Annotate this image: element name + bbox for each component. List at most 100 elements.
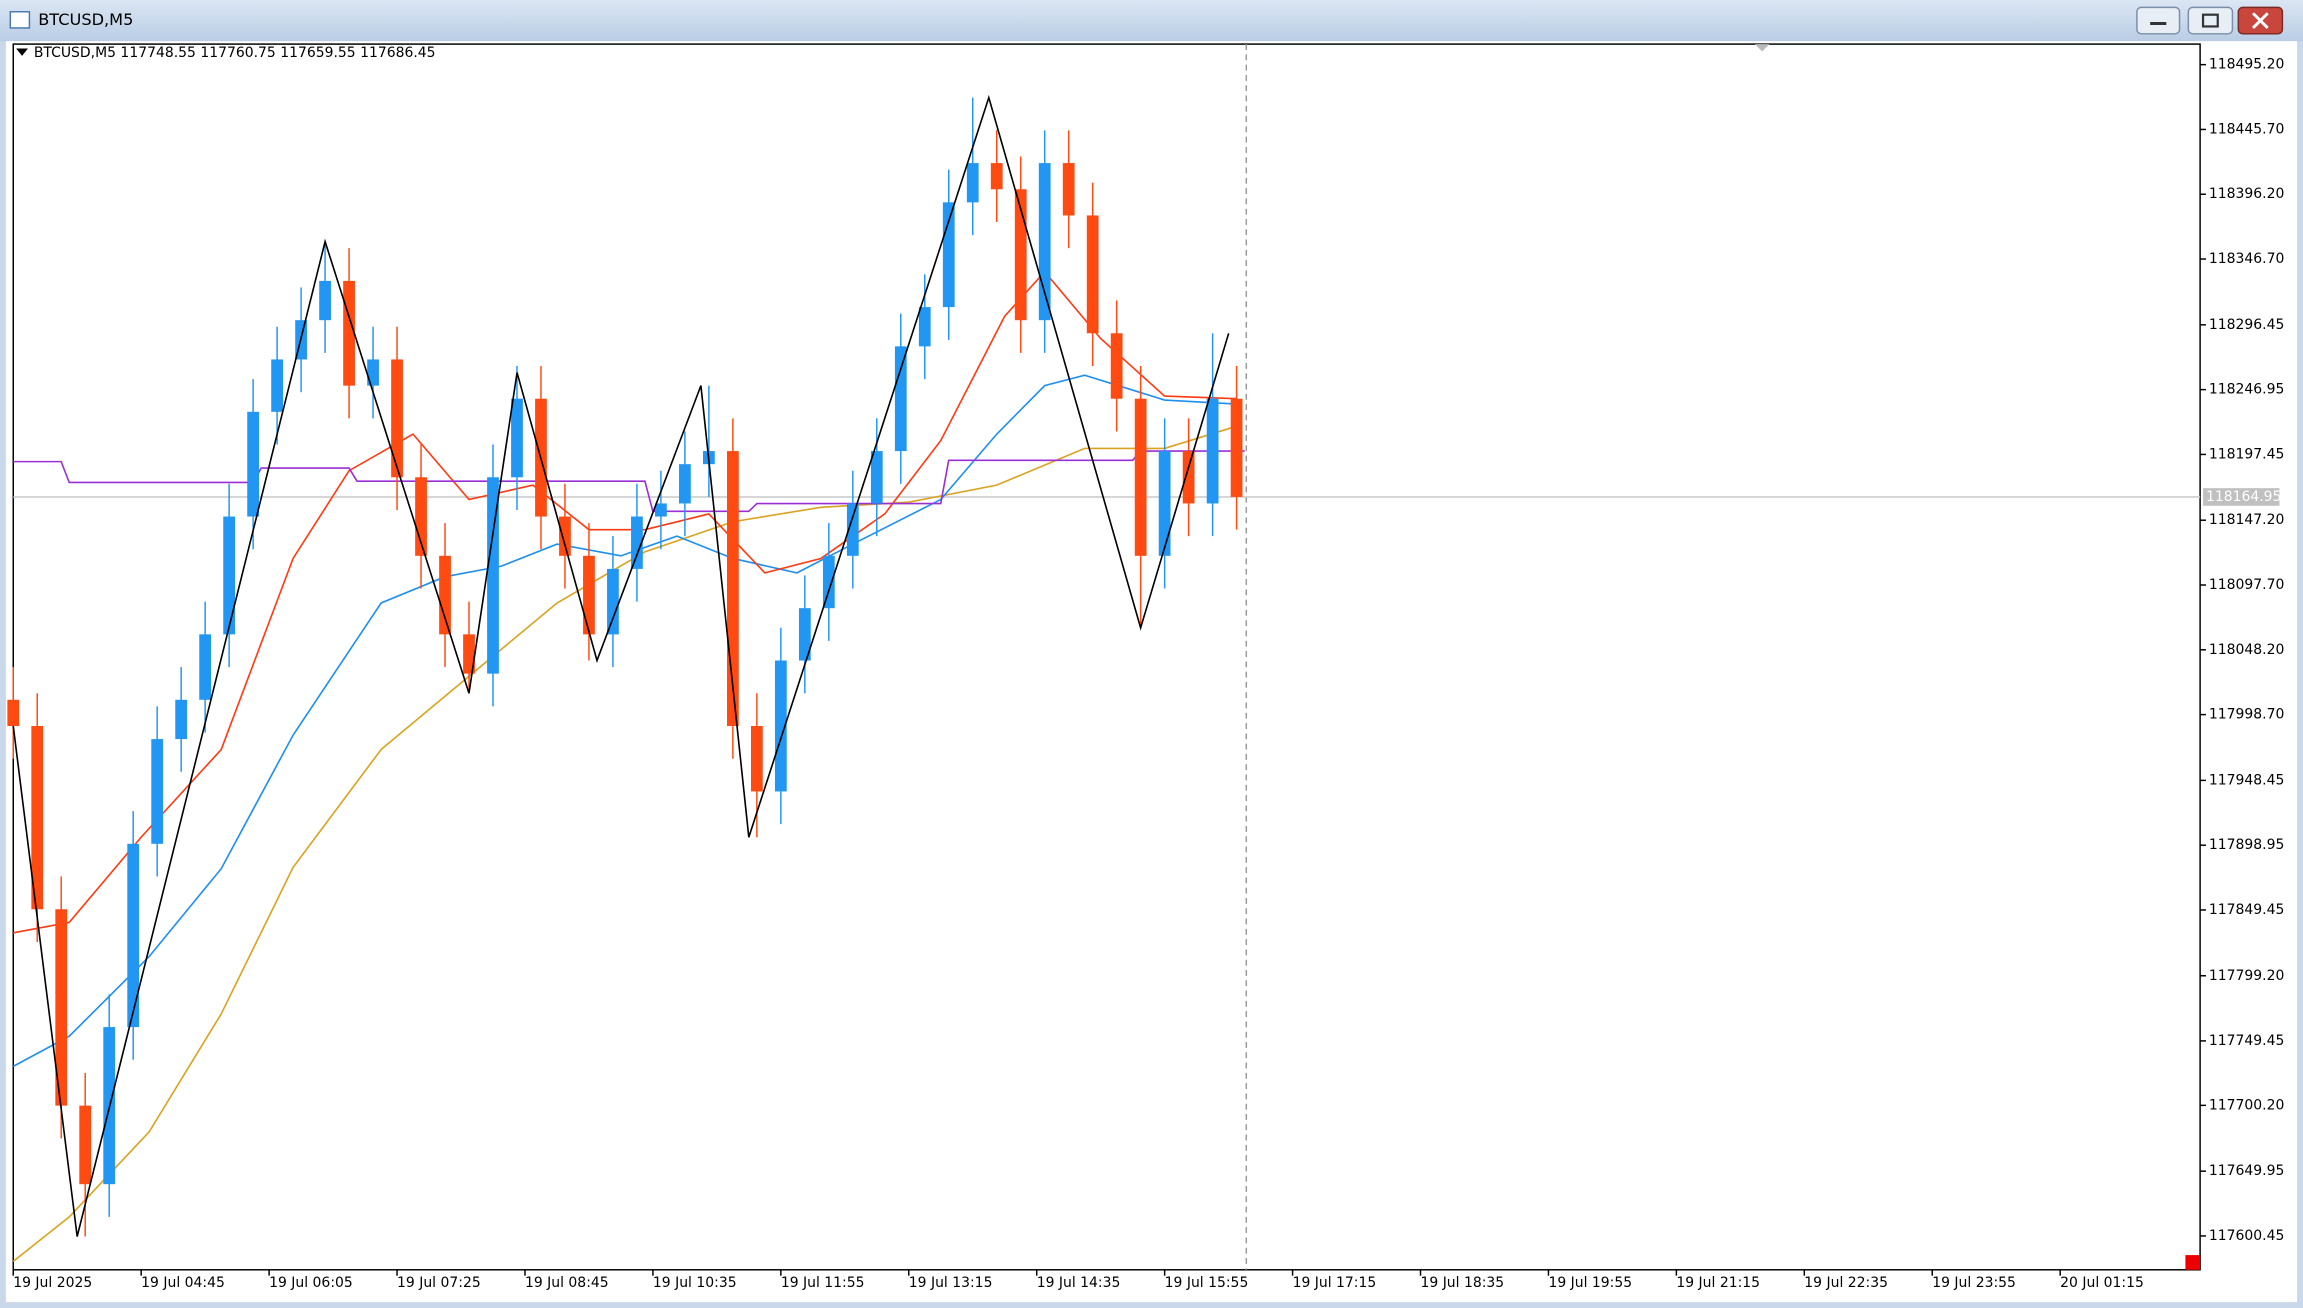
candle-body <box>1206 398 1219 504</box>
y-tick-label: 117700.20 <box>2209 1097 2284 1113</box>
candle-body <box>822 555 835 609</box>
candle-body <box>1014 189 1027 321</box>
candle-body <box>55 909 68 1106</box>
last-price-box <box>2203 488 2280 506</box>
candle-body <box>1110 333 1123 399</box>
candle-body <box>127 843 140 1028</box>
chart-header: BTCUSD,M5 117748.55 117760.75 117659.55 … <box>34 45 436 61</box>
candle-body <box>271 359 283 412</box>
x-tick-label: 19 Jul 13:15 <box>909 1275 993 1291</box>
candle-body <box>439 555 451 635</box>
symbol-menu-arrow[interactable] <box>16 48 28 56</box>
candle-body <box>1158 451 1171 556</box>
x-tick-label: 19 Jul 04:45 <box>141 1275 225 1291</box>
y-tick-label: 118147.20 <box>2209 512 2284 528</box>
x-tick-label: 20 Jul 01:15 <box>2060 1275 2144 1291</box>
candle-body <box>223 516 236 635</box>
x-tick-label: 19 Jul 19:55 <box>1548 1275 1632 1291</box>
window-icon <box>9 11 31 29</box>
y-tick-label: 117600.45 <box>2209 1228 2284 1244</box>
candle-body <box>559 516 571 556</box>
y-tick-label: 118048.20 <box>2209 642 2284 658</box>
candle-body <box>1134 398 1147 556</box>
indicator-line <box>12 374 1237 1068</box>
candle-body <box>798 608 811 661</box>
candle-body <box>1230 398 1243 497</box>
y-tick-label: 117749.45 <box>2209 1033 2284 1049</box>
y-tick-label: 117998.70 <box>2209 707 2284 723</box>
restore-icon <box>2201 13 2219 28</box>
x-tick-label: 19 Jul 18:35 <box>1421 1275 1505 1291</box>
candle-body <box>774 660 787 792</box>
candle-body <box>942 202 955 308</box>
candle-body <box>583 555 595 635</box>
candle-body <box>870 451 883 504</box>
candle-body <box>631 516 643 569</box>
title-bar <box>0 0 2303 42</box>
y-tick-label: 118445.70 <box>2209 121 2284 137</box>
indicator-line <box>13 450 1245 513</box>
indicator-line <box>13 270 1237 934</box>
y-tick-label: 118246.95 <box>2209 382 2284 398</box>
corner-button[interactable] <box>2185 1255 2201 1270</box>
y-tick-label: 118346.70 <box>2209 251 2284 267</box>
window-title: BTCUSD,M5 <box>38 10 133 29</box>
x-tick-label: 19 Jul 15:55 <box>1165 1275 1249 1291</box>
y-tick-label: 117849.45 <box>2209 902 2284 918</box>
candle-body <box>415 477 427 556</box>
plot-layer: 118495.20 118445.70 118396.20 118346.70 1182… <box>7 57 2284 1291</box>
candle-body <box>918 307 931 347</box>
x-tick-label: 19 Jul 11:55 <box>781 1275 865 1291</box>
candle-body <box>1062 163 1075 216</box>
plot-area <box>12 43 2201 1271</box>
x-tick-label: 19 Jul 23:55 <box>1932 1275 2016 1291</box>
y-tick-label: 118296.45 <box>2209 317 2284 333</box>
x-tick-label: 19 Jul 06:05 <box>269 1275 353 1291</box>
zigzag-line <box>12 94 1230 1237</box>
y-tick-label: 118495.20 <box>2209 57 2284 73</box>
candle-body <box>726 451 739 726</box>
candle-body <box>391 359 403 478</box>
x-tick-label: 19 Jul 10:35 <box>653 1275 737 1291</box>
minimize-button[interactable] <box>2136 6 2181 35</box>
candle-body <box>750 725 763 792</box>
candle-body <box>151 739 164 844</box>
candle-body <box>511 398 523 478</box>
candle-body <box>367 359 379 386</box>
candle-body <box>894 346 907 452</box>
x-tick-label: 19 Jul 22:35 <box>1804 1275 1888 1291</box>
candle-body <box>319 280 331 321</box>
candle-body <box>487 477 499 674</box>
x-tick-label: 19 Jul 21:15 <box>1676 1275 1760 1291</box>
x-tick-label: 19 Jul 2025 <box>13 1275 92 1291</box>
restore-button[interactable] <box>2187 6 2234 35</box>
candle-body <box>79 1105 92 1185</box>
candle-body <box>7 699 20 726</box>
candle-body <box>463 634 475 674</box>
y-tick-label: 118197.45 <box>2209 446 2284 462</box>
candle-body <box>846 503 859 556</box>
x-tick-label: 19 Jul 14:35 <box>1037 1275 1121 1291</box>
candle-body <box>1182 451 1195 504</box>
candle-body <box>247 411 259 517</box>
candle-body <box>31 725 44 910</box>
candle-body <box>966 163 979 203</box>
candle-body <box>655 503 667 517</box>
x-tick-label: 19 Jul 08:45 <box>525 1275 609 1291</box>
y-tick-label: 117898.95 <box>2209 837 2284 853</box>
candle-body <box>1086 215 1099 334</box>
y-tick-label: 117649.95 <box>2209 1163 2284 1179</box>
shift-marker <box>1754 44 1770 52</box>
y-tick-label: 118396.20 <box>2209 186 2284 202</box>
candle-body <box>343 280 355 386</box>
y-tick-label: 117948.45 <box>2209 772 2284 788</box>
y-tick-label: 118097.70 <box>2209 577 2284 593</box>
last-price-label: 118164.95 <box>2206 489 2281 505</box>
close-icon <box>2251 12 2269 29</box>
x-tick-label: 19 Jul 17:15 <box>1293 1275 1377 1291</box>
candle-body <box>990 163 1003 190</box>
candle-body <box>175 699 188 740</box>
x-tick-label: 19 Jul 07:25 <box>397 1275 481 1291</box>
